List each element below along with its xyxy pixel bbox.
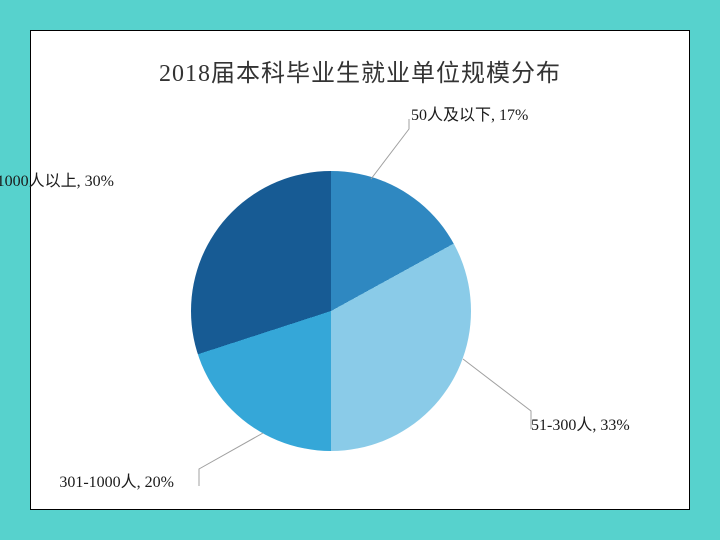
leader-line-≤50 [371, 119, 409, 179]
slice-label-51-300: 51-300人, 33% [531, 411, 630, 435]
slice-label-≤50: 50人及以下, 17% [411, 101, 528, 125]
leader-line-301-1000 [199, 433, 263, 486]
leader-line-51-300 [463, 359, 531, 429]
outer-frame: 2018届本科毕业生就业单位规模分布 50人及以下, 17% 51-300人, 3… [0, 0, 720, 540]
chart-title: 2018届本科毕业生就业单位规模分布 [31, 53, 689, 88]
slice-label-1000+: 1000人以上, 30% [0, 167, 114, 191]
chart-card: 2018届本科毕业生就业单位规模分布 50人及以下, 17% 51-300人, 3… [30, 30, 690, 510]
slice-label-301-1000: 301-1000人, 20% [59, 468, 174, 492]
pie-chart [191, 171, 471, 451]
